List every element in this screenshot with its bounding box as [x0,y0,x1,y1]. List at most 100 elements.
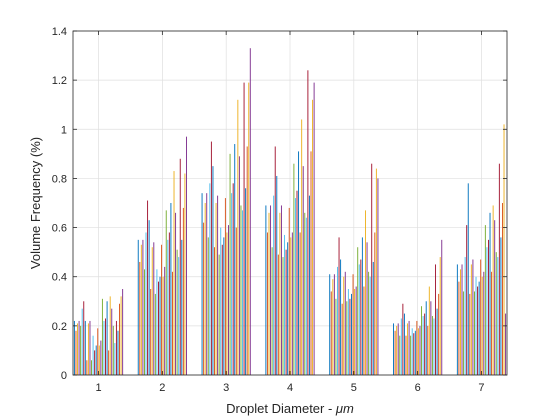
bar [95,345,97,375]
bar [218,254,220,375]
bar [210,141,212,375]
bar [223,237,225,375]
bar [242,210,243,375]
bar [271,247,273,375]
bar [305,217,307,375]
bar [215,203,217,375]
bar [500,237,502,375]
bar [366,242,368,375]
bar [235,227,237,375]
bar [403,313,405,375]
bar [122,289,124,375]
bar [466,225,468,375]
bar [276,175,278,375]
bar [81,308,83,375]
bar [159,276,161,375]
bar [340,259,342,375]
bar [148,220,150,375]
bar [277,254,279,375]
bar [284,234,286,375]
bar [103,320,105,375]
bar [249,48,251,375]
bar [179,158,181,375]
x-tick-label: 2 [159,382,165,394]
bar [480,259,482,375]
bar [354,289,356,375]
bar [111,308,113,375]
bar [98,345,100,375]
bar [410,335,412,375]
bar [469,293,471,375]
bar [433,318,435,375]
bar [147,200,149,375]
bar [245,188,247,375]
bar [162,276,164,375]
bar [421,306,423,375]
bar [117,330,119,375]
y-tick-label: 1.4 [52,26,67,38]
bar [92,335,94,375]
bar [78,320,80,375]
bar [100,340,102,375]
bar [293,163,295,375]
bar [294,198,296,375]
bar [474,291,475,375]
bar [182,207,184,375]
bar [170,203,172,375]
x-axis-label-prefix: Droplet Diameter - [226,401,336,416]
bar [175,212,177,375]
bar [408,320,410,375]
bar [397,323,399,375]
bar [231,193,233,375]
bar [414,330,416,375]
bar [344,271,346,375]
bar [335,298,337,375]
bar [73,320,75,375]
bar [114,343,116,375]
bar [203,222,205,375]
bar [232,183,234,375]
y-axis-label: Volume Frequency (%) [28,137,43,269]
bar [495,252,497,375]
bar [312,99,314,376]
bar [83,301,85,375]
bar [238,156,240,375]
bar [467,183,469,375]
bar [349,298,351,375]
bar [492,205,494,375]
bar [463,291,465,375]
y-tick-label: 1 [61,124,67,136]
bar [358,264,360,375]
bar [224,198,226,375]
bar [221,244,223,375]
bar [209,183,211,375]
bar [229,153,231,375]
bar [290,237,292,375]
bar [477,286,479,375]
bar [240,205,242,375]
bar [108,350,110,375]
bar [330,291,332,375]
bar [115,320,117,375]
bar [285,249,287,375]
x-axis-label-unit: μm [335,401,354,416]
bar [411,328,413,375]
bar [351,293,352,375]
bar [80,325,82,375]
bar [217,195,219,375]
bar [243,82,245,375]
bar [399,335,401,375]
bar [435,264,437,375]
bar [431,316,433,375]
bar [248,82,250,375]
ticks [73,30,507,376]
bar [226,232,228,375]
bar [87,323,89,375]
bar [369,276,371,375]
bar [347,289,349,375]
bar [417,328,419,375]
bar [360,259,362,375]
bar [371,163,373,375]
bar [472,259,474,375]
